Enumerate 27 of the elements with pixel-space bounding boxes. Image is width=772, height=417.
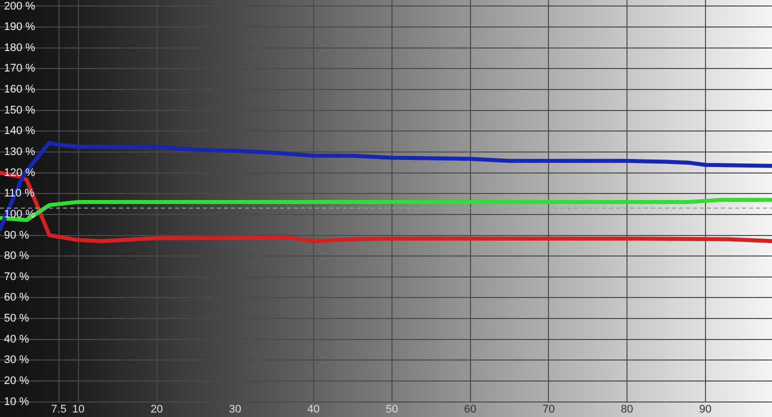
y-tick-label: 150 % xyxy=(4,104,36,116)
y-tick-label: 80 % xyxy=(4,250,30,262)
x-tick-label: 10 xyxy=(72,403,84,416)
y-tick-label: 180 % xyxy=(4,42,36,54)
y-tick-label: 40 % xyxy=(4,333,30,346)
x-tick-label: 30 xyxy=(229,403,242,416)
y-tick-label: 10 % xyxy=(4,396,30,408)
x-tick-label: 40 xyxy=(307,403,320,416)
x-tick-label: 90 xyxy=(699,403,712,416)
x-tick-label: 50 xyxy=(386,403,398,416)
y-tick-label: 70 % xyxy=(4,270,30,283)
x-tick-label: 70 xyxy=(542,403,555,416)
x-tick-label: 20 xyxy=(150,403,163,416)
x-tick-label: 80 xyxy=(620,403,634,416)
x-tick-label: 60 xyxy=(464,403,476,416)
y-tick-label: 160 % xyxy=(4,84,36,96)
y-tick-label: 90 % xyxy=(4,229,30,242)
y-tick-label: 20 % xyxy=(4,375,30,388)
y-tick-label: 200 % xyxy=(4,0,36,12)
y-tick-label: 140 % xyxy=(4,125,36,138)
y-tick-label: 190 % xyxy=(4,21,36,34)
x-tick-label: 7.5 xyxy=(51,403,66,416)
y-tick-label: 60 % xyxy=(4,292,30,304)
y-tick-label: 170 % xyxy=(4,62,36,75)
y-tick-label: 30 % xyxy=(4,354,30,366)
y-tick-label: 50 % xyxy=(4,312,30,325)
y-tick-label: 130 % xyxy=(4,146,36,158)
